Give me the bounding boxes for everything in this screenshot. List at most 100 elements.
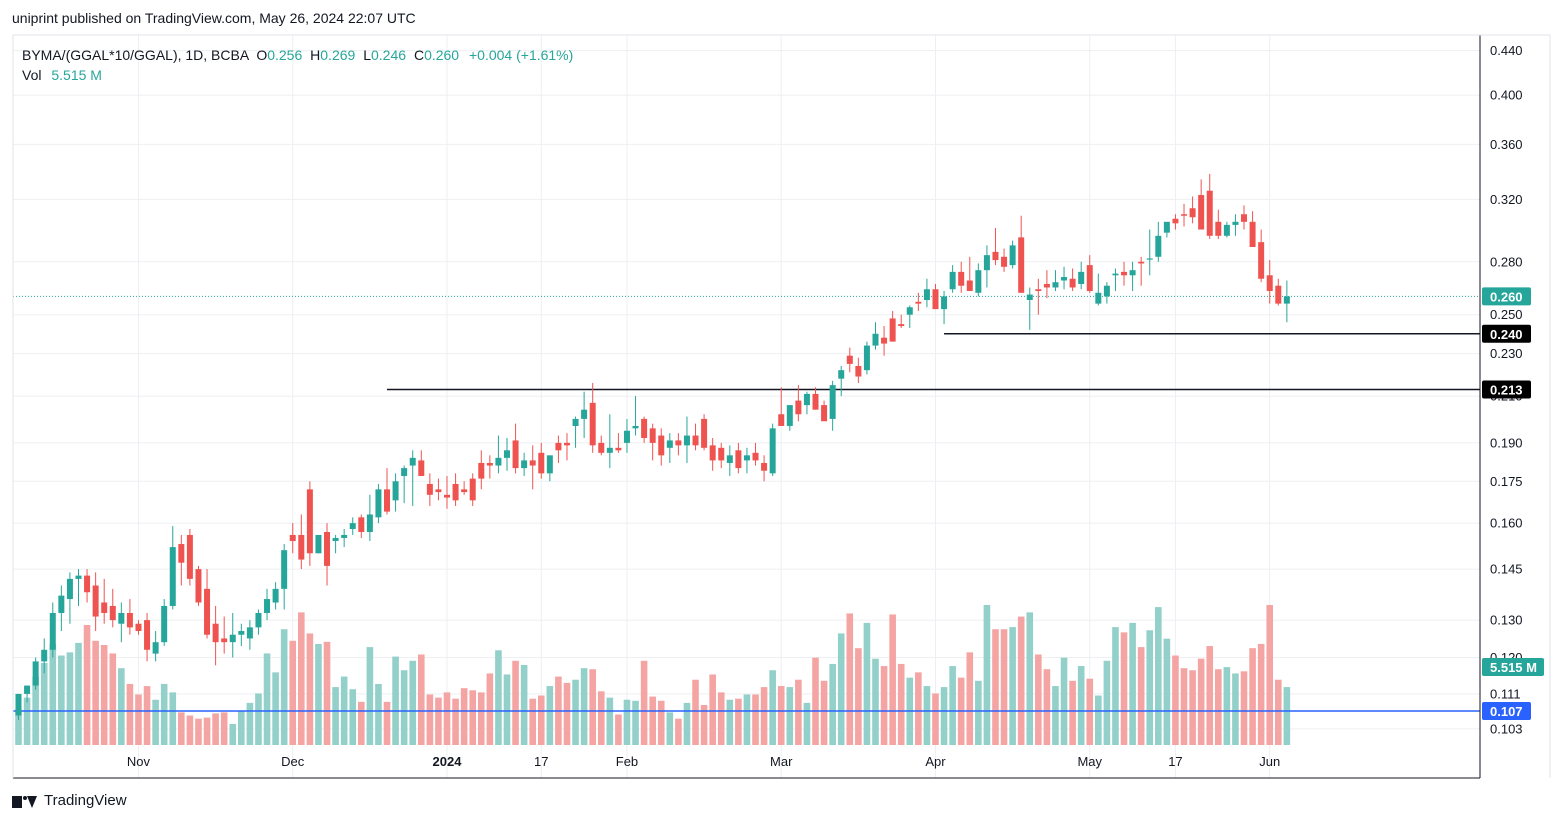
volume-bar: [537, 695, 545, 745]
candle-body: [1258, 242, 1265, 279]
volume-bar: [486, 673, 494, 745]
candle-body: [709, 445, 716, 461]
candle-body: [778, 414, 785, 426]
volume-bar: [109, 653, 117, 745]
candle-body: [718, 447, 725, 461]
candle-body: [306, 489, 313, 554]
volume-bar: [820, 680, 828, 745]
volume-bar: [855, 648, 862, 745]
volume-bar: [83, 625, 91, 745]
level-price-tag: 0.213: [1490, 383, 1523, 398]
candle-body: [118, 612, 125, 624]
last-price-tag-bg: [1482, 287, 1531, 306]
volume-bar: [58, 655, 65, 745]
volume-bar: [1017, 616, 1025, 745]
volume-bar: [1163, 638, 1171, 745]
price-tick-label: 0.400: [1490, 88, 1523, 103]
candle-body: [426, 483, 433, 495]
candle-body: [821, 405, 828, 422]
candle-body: [109, 605, 116, 621]
time-tick-label: Apr: [925, 754, 946, 769]
candle-body: [615, 447, 622, 451]
volume-bar: [332, 687, 339, 745]
volume-bar: [1266, 605, 1274, 745]
volume-bar: [1223, 667, 1231, 745]
volume-bar: [863, 622, 871, 745]
volume-tag-bg: [1482, 658, 1544, 676]
candle-body: [144, 620, 151, 650]
legend-close-value: 0.260: [424, 47, 460, 63]
candle-body: [1198, 195, 1205, 230]
candle-body: [949, 271, 956, 290]
volume-bar: [692, 679, 699, 745]
volume-bar: [323, 641, 331, 745]
candle-body: [375, 489, 382, 518]
price-tick-label: 0.230: [1490, 346, 1523, 361]
volume-bar: [1189, 670, 1196, 745]
volume-bar: [100, 645, 108, 745]
candle-body: [229, 634, 236, 643]
candle-body: [246, 627, 253, 639]
candle-body: [761, 462, 768, 471]
volume-bar: [169, 692, 177, 745]
price-tick-label: 0.360: [1490, 137, 1523, 152]
level-price-tag: 0.240: [1490, 327, 1523, 342]
candle-body: [1078, 271, 1085, 284]
volume-bar: [597, 691, 605, 745]
volume-bar: [563, 682, 571, 745]
volume-bar: [229, 723, 237, 745]
candle-body: [178, 544, 185, 563]
price-tick-label: 0.190: [1490, 435, 1523, 450]
candle-body: [289, 534, 296, 541]
volume-bar: [1180, 668, 1188, 745]
time-tick-label: Dec: [281, 754, 305, 769]
volume-bar: [160, 683, 168, 745]
volume-bar: [1232, 673, 1239, 745]
candle-body: [1018, 237, 1025, 293]
volume-bar: [118, 668, 125, 745]
footer-brand[interactable]: TradingView: [12, 792, 127, 809]
candle-body: [1146, 258, 1153, 260]
candle-body: [521, 460, 528, 469]
volume-bar: [966, 652, 974, 745]
candle-body: [1061, 277, 1068, 281]
candle-body: [58, 595, 65, 613]
candle-body: [212, 623, 219, 643]
volume-bar: [1112, 627, 1119, 745]
candle-body: [606, 447, 613, 453]
candle-body: [932, 289, 939, 310]
candle-body: [15, 693, 22, 716]
candle-body: [941, 296, 948, 310]
candle-body: [298, 534, 305, 560]
candle-body: [32, 661, 39, 686]
volume-bar: [135, 694, 142, 745]
volume-bar: [675, 718, 682, 745]
volume-bar: [143, 686, 151, 745]
volume-bar: [872, 658, 879, 745]
candle-body: [889, 318, 896, 342]
candle-body: [152, 642, 159, 654]
candle-body: [1215, 221, 1222, 236]
volume-bar: [400, 670, 408, 745]
candle-body: [101, 602, 108, 613]
volume-bar: [1197, 658, 1205, 745]
volume-bar: [546, 686, 554, 745]
candle-body: [1249, 221, 1256, 247]
candle-body: [315, 534, 322, 554]
candle-body: [666, 440, 673, 448]
candle-body: [1181, 214, 1188, 216]
volume-bar: [417, 654, 425, 745]
candle-body: [1095, 292, 1102, 304]
volume-bar: [1103, 660, 1111, 745]
volume-bar: [1172, 655, 1179, 745]
volume-bar: [126, 683, 134, 745]
time-tick-label: Jun: [1259, 754, 1280, 769]
candle-body: [126, 612, 133, 628]
candle-body: [1086, 265, 1093, 292]
candle-body: [512, 440, 519, 469]
time-tick-label: Mar: [770, 754, 793, 769]
volume-bar: [1257, 643, 1265, 745]
last-price-tag: 0.260: [1490, 289, 1523, 304]
volume-bar: [915, 672, 922, 745]
